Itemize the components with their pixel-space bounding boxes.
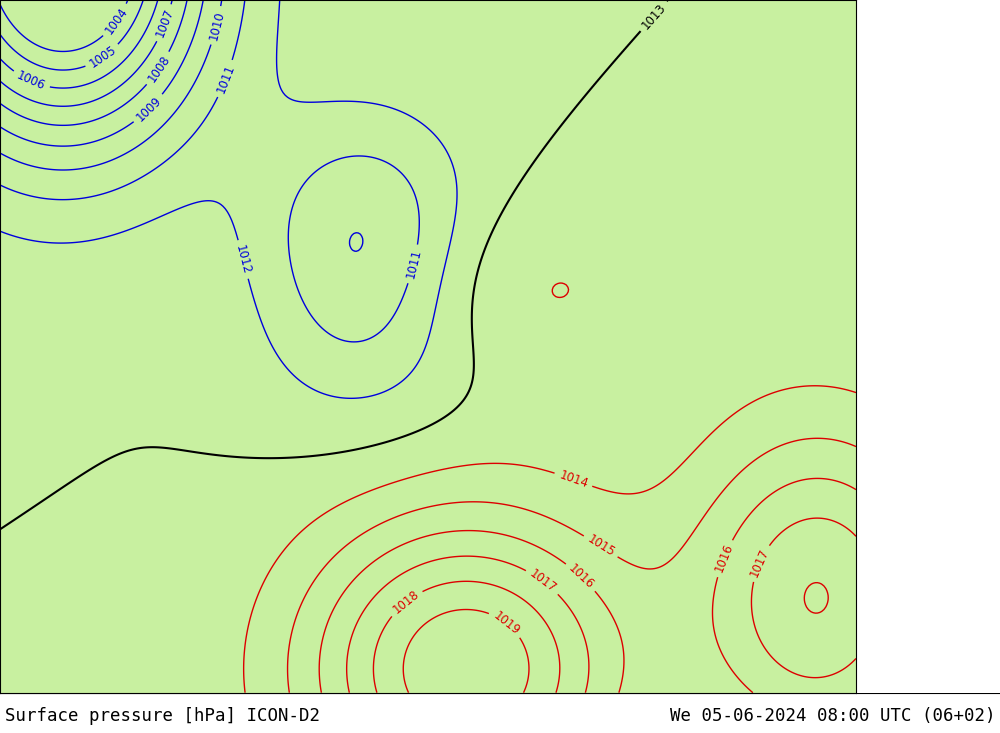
Text: 1006: 1006 xyxy=(15,69,47,93)
Text: 1005: 1005 xyxy=(87,43,119,71)
Text: 1014: 1014 xyxy=(557,468,590,490)
Text: 1017: 1017 xyxy=(527,567,559,595)
Text: 1015: 1015 xyxy=(585,533,617,560)
Text: We 05-06-2024 08:00 UTC (06+02): We 05-06-2024 08:00 UTC (06+02) xyxy=(670,707,995,725)
Text: 1007: 1007 xyxy=(154,7,176,40)
Text: 1011: 1011 xyxy=(404,248,423,280)
Text: 1011: 1011 xyxy=(214,62,237,95)
Text: 1008: 1008 xyxy=(145,53,172,84)
Text: 1016: 1016 xyxy=(566,562,597,592)
Text: 1009: 1009 xyxy=(134,94,164,124)
Text: 1018: 1018 xyxy=(390,588,421,616)
Text: 1019: 1019 xyxy=(490,609,522,638)
Text: 1004: 1004 xyxy=(102,5,130,37)
Text: 1017: 1017 xyxy=(748,547,772,579)
Text: 1010: 1010 xyxy=(207,10,226,42)
Text: 1012: 1012 xyxy=(233,243,253,276)
Text: 1013: 1013 xyxy=(639,1,668,32)
Text: 1016: 1016 xyxy=(712,542,736,575)
Text: Surface pressure [hPa] ICON-D2: Surface pressure [hPa] ICON-D2 xyxy=(5,707,320,725)
